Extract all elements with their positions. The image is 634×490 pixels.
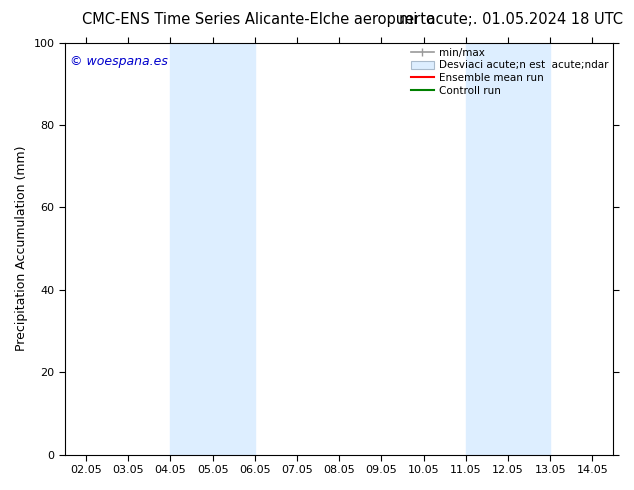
- Bar: [466, 43, 550, 455]
- Text: © woespana.es: © woespana.es: [70, 55, 169, 68]
- Text: mi  acute;. 01.05.2024 18 UTC: mi acute;. 01.05.2024 18 UTC: [399, 12, 623, 27]
- Legend: min/max, Desviaci acute;n est  acute;ndar, Ensemble mean run, Controll run: min/max, Desviaci acute;n est acute;ndar…: [408, 45, 611, 99]
- Y-axis label: Precipitation Accumulation (mm): Precipitation Accumulation (mm): [15, 146, 28, 351]
- Bar: [171, 43, 255, 455]
- Text: CMC-ENS Time Series Alicante-Elche aeropuerto: CMC-ENS Time Series Alicante-Elche aerop…: [82, 12, 436, 27]
